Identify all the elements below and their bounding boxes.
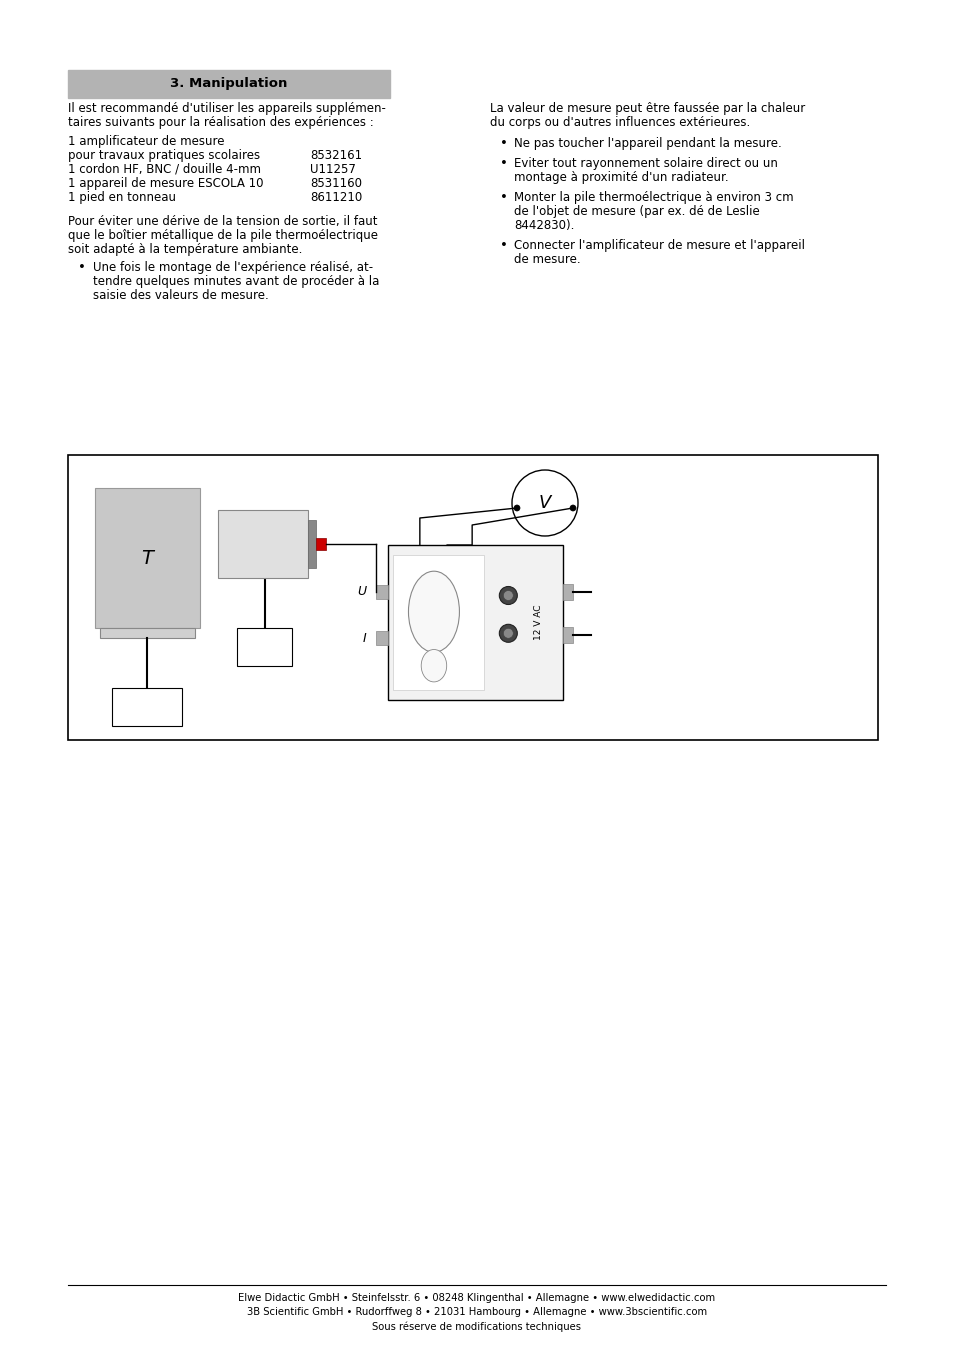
- Text: V: V: [538, 494, 551, 512]
- Text: •: •: [499, 190, 507, 204]
- Text: U11257: U11257: [310, 163, 355, 176]
- Text: saisie des valeurs de mesure.: saisie des valeurs de mesure.: [92, 289, 269, 303]
- Text: 8531160: 8531160: [310, 177, 361, 190]
- Text: 3B Scientific GmbH • Rudorffweg 8 • 21031 Hambourg • Allemagne • www.3bscientifi: 3B Scientific GmbH • Rudorffweg 8 • 2103…: [247, 1306, 706, 1317]
- Text: pour travaux pratiques scolaires: pour travaux pratiques scolaires: [68, 149, 260, 162]
- Circle shape: [503, 628, 513, 638]
- Circle shape: [512, 470, 578, 536]
- Text: Eviter tout rayonnement solaire direct ou un: Eviter tout rayonnement solaire direct o…: [514, 157, 777, 170]
- Bar: [237, 628, 293, 666]
- Circle shape: [503, 590, 513, 600]
- Bar: [562, 584, 573, 600]
- Circle shape: [514, 505, 519, 511]
- Text: •: •: [499, 239, 507, 253]
- Text: taires suivants pour la réalisation des expériences :: taires suivants pour la réalisation des …: [68, 116, 374, 128]
- Bar: [375, 585, 388, 598]
- Ellipse shape: [408, 571, 459, 653]
- Text: tendre quelques minutes avant de procéder à la: tendre quelques minutes avant de procéde…: [92, 276, 379, 288]
- Bar: [375, 631, 388, 644]
- Bar: [218, 509, 308, 578]
- Bar: [95, 488, 200, 628]
- Text: Elwe Didactic GmbH • Steinfelsstr. 6 • 08248 Klingenthal • Allemagne • www.elwed: Elwe Didactic GmbH • Steinfelsstr. 6 • 0…: [238, 1293, 715, 1302]
- Text: U: U: [356, 585, 366, 598]
- Text: Il est recommandé d'utiliser les appareils supplémen-: Il est recommandé d'utiliser les apparei…: [68, 101, 385, 115]
- Text: montage à proximité d'un radiateur.: montage à proximité d'un radiateur.: [514, 172, 728, 184]
- Text: •: •: [499, 157, 507, 170]
- Circle shape: [498, 624, 517, 642]
- Bar: [315, 538, 326, 550]
- Text: La valeur de mesure peut être faussée par la chaleur: La valeur de mesure peut être faussée pa…: [490, 101, 804, 115]
- Text: que le boîtier métallique de la pile thermoélectrique: que le boîtier métallique de la pile the…: [68, 230, 377, 242]
- Circle shape: [498, 586, 517, 604]
- Text: du corps ou d'autres influences extérieures.: du corps ou d'autres influences extérieu…: [490, 116, 749, 128]
- Text: •: •: [78, 261, 86, 274]
- Text: Ne pas toucher l'appareil pendant la mesure.: Ne pas toucher l'appareil pendant la mes…: [514, 136, 781, 150]
- Text: T: T: [141, 549, 153, 567]
- Text: Connecter l'amplificateur de mesure et l'appareil: Connecter l'amplificateur de mesure et l…: [514, 239, 804, 253]
- Bar: [562, 627, 573, 643]
- Text: de l'objet de mesure (par ex. dé de Leslie: de l'objet de mesure (par ex. dé de Lesl…: [514, 205, 759, 218]
- Text: de mesure.: de mesure.: [514, 253, 580, 266]
- Text: Une fois le montage de l'expérience réalisé, at-: Une fois le montage de l'expérience réal…: [92, 261, 373, 274]
- Bar: [112, 688, 182, 725]
- Text: 3. Manipulation: 3. Manipulation: [171, 77, 288, 91]
- Text: soit adapté à la température ambiante.: soit adapté à la température ambiante.: [68, 243, 302, 255]
- Text: 1 pied en tonneau: 1 pied en tonneau: [68, 190, 175, 204]
- Text: I: I: [362, 631, 366, 644]
- Ellipse shape: [421, 650, 446, 682]
- Circle shape: [569, 505, 576, 511]
- Bar: [100, 628, 194, 638]
- Text: 1 amplificateur de mesure: 1 amplificateur de mesure: [68, 135, 224, 149]
- Bar: [68, 70, 390, 99]
- Text: 8442830).: 8442830).: [514, 219, 574, 232]
- Bar: [68, 455, 877, 740]
- Bar: [308, 520, 315, 567]
- Bar: [393, 555, 483, 690]
- Text: 1 appareil de mesure ESCOLA 10: 1 appareil de mesure ESCOLA 10: [68, 177, 263, 190]
- Text: 1 cordon HF, BNC / douille 4-mm: 1 cordon HF, BNC / douille 4-mm: [68, 163, 261, 176]
- Text: Pour éviter une dérive de la tension de sortie, il faut: Pour éviter une dérive de la tension de …: [68, 215, 377, 228]
- Text: •: •: [499, 136, 507, 150]
- Text: 8611210: 8611210: [310, 190, 362, 204]
- Text: 8532161: 8532161: [310, 149, 362, 162]
- Text: Sous réserve de modifications techniques: Sous réserve de modifications techniques: [372, 1321, 581, 1332]
- Text: Monter la pile thermoélectrique à environ 3 cm: Monter la pile thermoélectrique à enviro…: [514, 190, 793, 204]
- Text: 12 V AC: 12 V AC: [534, 605, 542, 640]
- Bar: [388, 544, 562, 700]
